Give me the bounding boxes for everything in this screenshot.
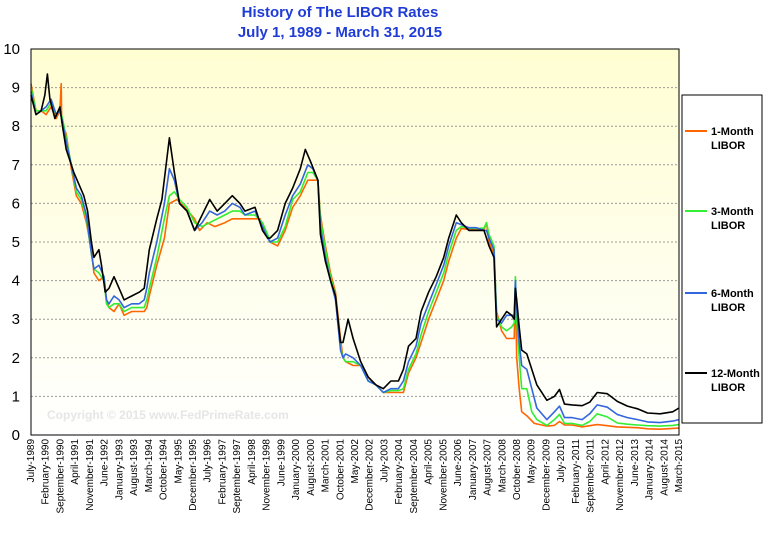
x-tick-label: July-2010 bbox=[556, 439, 567, 483]
legend: 1-Month LIBOR 3-Month LIBOR 6-Month LIBOR 12-M… bbox=[681, 94, 763, 424]
y-tick-label: 8 bbox=[12, 118, 20, 135]
chart-subtitle: July 1, 1989 - March 31, 2015 bbox=[238, 24, 442, 41]
y-axis-ticks: 0 1 2 3 4 5 6 7 8 9 10 bbox=[3, 41, 20, 444]
series-line-4 bbox=[30, 73, 680, 415]
x-tick-label: August-2007 bbox=[483, 439, 494, 496]
legend-label-2: 3-Month bbox=[711, 206, 754, 218]
y-tick-label: 7 bbox=[12, 157, 20, 174]
x-tick-label: March-2001 bbox=[321, 439, 332, 493]
x-tick-label: February-2004 bbox=[394, 439, 405, 505]
x-tick-label: November-1998 bbox=[262, 439, 273, 511]
y-tick-label: 5 bbox=[12, 234, 20, 251]
copyright-watermark: Copyright © 2015 www.FedPrimeRate.com bbox=[47, 408, 289, 422]
legend-label-1: 1-Month bbox=[711, 126, 754, 138]
x-tick-label: September-2004 bbox=[409, 439, 420, 514]
x-tick-label: May-1995 bbox=[173, 439, 184, 484]
x-tick-label: August-2000 bbox=[306, 439, 317, 496]
legend-label-3-cont: LIBOR bbox=[711, 302, 745, 314]
x-tick-label: January-2007 bbox=[468, 439, 479, 501]
legend-label-2-cont: LIBOR bbox=[711, 220, 745, 232]
legend-box bbox=[681, 94, 763, 424]
x-tick-label: July-2003 bbox=[379, 439, 390, 483]
x-tick-label: February-1990 bbox=[41, 439, 52, 505]
x-tick-label: October-2008 bbox=[512, 439, 523, 501]
x-tick-label: November-2005 bbox=[438, 439, 449, 511]
x-tick-label: February-2011 bbox=[571, 439, 582, 504]
x-tick-label: December-2009 bbox=[541, 439, 552, 511]
plot-border bbox=[30, 48, 680, 436]
x-tick-label: May-2002 bbox=[350, 439, 361, 484]
y-tick-label: 0 bbox=[12, 427, 20, 444]
legend-label-4: 12-Month bbox=[711, 368, 760, 380]
x-tick-label: June-2006 bbox=[453, 439, 464, 487]
x-tick-label: March-1994 bbox=[144, 439, 155, 493]
x-tick-label: November-2012 bbox=[615, 439, 626, 511]
y-tick-label: 1 bbox=[12, 388, 20, 405]
x-tick-label: April-1991 bbox=[70, 439, 81, 485]
x-tick-label: July-1996 bbox=[203, 439, 214, 483]
x-tick-label: December-2002 bbox=[365, 439, 376, 511]
x-tick-label: January-2014 bbox=[645, 439, 656, 501]
x-tick-label: October-1994 bbox=[159, 439, 170, 501]
x-tick-label: May-2009 bbox=[527, 439, 538, 484]
plot-area: Copyright © 2015 www.FedPrimeRate.com bbox=[30, 48, 680, 436]
x-tick-label: January-1993 bbox=[114, 439, 125, 501]
y-tick-label: 9 bbox=[12, 80, 20, 97]
x-tick-label: October-2001 bbox=[335, 439, 346, 501]
y-tick-label: 10 bbox=[3, 41, 20, 58]
legend-label-4-cont: LIBOR bbox=[711, 382, 745, 394]
y-tick-label: 2 bbox=[12, 350, 20, 367]
x-tick-label: April-2012 bbox=[600, 439, 611, 485]
x-tick-label: November-1991 bbox=[85, 439, 96, 511]
x-tick-label: September-1990 bbox=[55, 439, 66, 514]
y-tick-label: 4 bbox=[12, 273, 20, 290]
y-tick-label: 6 bbox=[12, 195, 20, 212]
x-tick-label: April-2005 bbox=[424, 439, 435, 485]
x-axis-ticks: July-1989 February-1990 September-1990 Apri… bbox=[26, 439, 685, 514]
legend-label-1-cont: LIBOR bbox=[711, 140, 745, 152]
x-tick-label: September-1997 bbox=[232, 439, 243, 514]
y-tick-label: 3 bbox=[12, 311, 20, 328]
x-tick-label: August-1993 bbox=[129, 439, 140, 496]
x-tick-label: January-2000 bbox=[291, 439, 302, 501]
legend-label-3: 6-Month bbox=[711, 288, 754, 300]
x-tick-label: September-2011 bbox=[586, 439, 597, 513]
x-tick-label: August-2014 bbox=[659, 439, 670, 496]
x-tick-label: June-1992 bbox=[100, 439, 111, 487]
x-tick-label: June-2013 bbox=[630, 439, 641, 487]
x-tick-label: March-2015 bbox=[674, 439, 685, 493]
x-tick-label: February-1997 bbox=[217, 439, 228, 505]
chart-title: History of The LIBOR Rates bbox=[242, 4, 439, 21]
x-tick-label: March-2008 bbox=[497, 439, 508, 493]
x-tick-label: April-1998 bbox=[247, 439, 258, 485]
x-tick-label: July-1989 bbox=[26, 439, 37, 483]
x-tick-label: December-1995 bbox=[188, 439, 199, 511]
x-tick-label: June-1999 bbox=[276, 439, 287, 487]
